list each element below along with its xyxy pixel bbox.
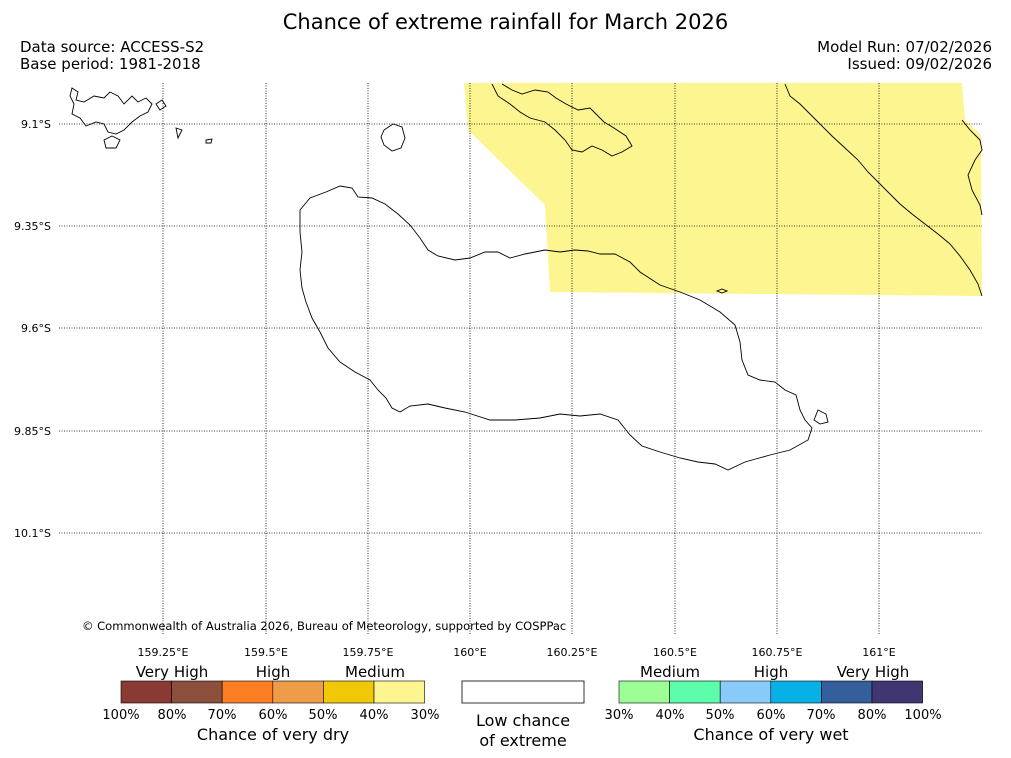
islet-coastline	[205, 138, 213, 144]
dry-category-label: Medium	[345, 663, 405, 681]
wet-category-label: Very High	[837, 663, 910, 681]
lon-tick-label: 159.75°E	[343, 646, 394, 659]
wet-swatch	[871, 680, 923, 704]
lon-tick-label: 159.25°E	[138, 646, 189, 659]
map-title: Chance of extreme rainfall for March 202…	[282, 10, 729, 34]
islet-coastline	[103, 135, 121, 149]
wet-swatch	[618, 680, 670, 704]
lon-gridlines	[162, 83, 880, 634]
low-chance-title-line1: Low chance	[476, 711, 570, 730]
wet-swatch	[669, 680, 721, 704]
lat-tick-label: 9.6°S	[21, 322, 51, 335]
dry-percent-label: 80%	[158, 708, 187, 723]
wet-percent-label: 30%	[605, 708, 634, 723]
wet-swatch	[770, 680, 822, 704]
wet-percent-label: 100%	[904, 708, 941, 723]
guadalcanal-coastline	[299, 185, 813, 471]
wet-swatch	[719, 680, 772, 704]
dry-percent-label: 60%	[259, 708, 288, 723]
lon-tick-label: 160.25°E	[547, 646, 598, 659]
low-chance-title-line2: of extreme	[479, 731, 566, 750]
dry-percent-label: 40%	[360, 708, 389, 723]
dry-legend-title: Chance of very dry	[197, 725, 349, 744]
isabel-coastline	[784, 83, 983, 297]
base-period-text: Base period: 1981-2018	[20, 55, 201, 73]
isabel-north-coastline	[961, 119, 983, 216]
northern-islands-coastline	[491, 83, 633, 157]
lon-tick-label: 160°E	[453, 646, 486, 659]
dry-swatch	[171, 680, 223, 704]
wet-swatch	[821, 680, 873, 704]
dry-swatch	[120, 680, 172, 704]
issued-text: Issued: 09/02/2026	[847, 55, 992, 73]
lon-tick-label: 160.5°E	[653, 646, 697, 659]
dry-percent-labels: 100% 80% 70% 60% 50% 40% 30%	[102, 708, 439, 723]
dry-swatch	[323, 680, 375, 704]
dry-category-label: High	[256, 663, 290, 681]
dry-colorbar	[120, 680, 425, 704]
header-left: Data source: ACCESS-S2 Base period: 1981…	[20, 39, 204, 73]
coastlines	[69, 83, 983, 471]
lat-tick-labels: 9.1°S 9.35°S 9.6°S 9.85°S 10.1°S	[14, 118, 51, 540]
wet-percent-label: 40%	[656, 708, 685, 723]
wet-percent-labels: 30% 40% 50% 60% 70% 80% 100%	[605, 708, 942, 723]
dry-percent-label: 50%	[309, 708, 338, 723]
lon-tick-label: 159.5°E	[244, 646, 288, 659]
wet-legend-title: Chance of very wet	[693, 725, 848, 744]
wet-percent-label: 50%	[706, 708, 735, 723]
lat-tick-label: 10.1°S	[14, 527, 51, 540]
dry-swatch	[373, 680, 425, 704]
lon-tick-label: 161°E	[862, 646, 895, 659]
islet-coastline	[715, 288, 729, 294]
florida-islands-coastline	[380, 123, 406, 152]
wet-category-labels: Medium High Very High	[640, 663, 909, 681]
lat-tick-label: 9.1°S	[21, 118, 51, 131]
wet-category-label: High	[754, 663, 788, 681]
islet-coastline	[813, 409, 829, 425]
lat-tick-label: 9.35°S	[14, 220, 51, 233]
lon-tick-labels: 159.25°E 159.5°E 159.75°E 160°E 160.25°E…	[138, 646, 896, 659]
islet-coastline	[175, 127, 183, 140]
low-chance-box	[461, 680, 585, 704]
dry-swatch	[221, 680, 274, 704]
data-source-text: Data source: ACCESS-S2	[20, 38, 205, 56]
copyright-text: © Commonwealth of Australia 2026, Bureau…	[82, 619, 566, 633]
dry-category-labels: Very High High Medium	[136, 663, 405, 681]
medium-dry-shading	[464, 83, 982, 296]
header-right: Model Run: 07/02/2026 Issued: 09/02/2026	[817, 39, 992, 73]
wet-percent-label: 80%	[858, 708, 887, 723]
dry-percent-label: 70%	[208, 708, 237, 723]
lon-tick-label: 160.75°E	[752, 646, 803, 659]
russell-islands-coastline	[69, 87, 153, 135]
dry-percent-label: 30%	[411, 708, 440, 723]
dry-swatch	[272, 680, 324, 704]
dry-category-label: Very High	[136, 663, 209, 681]
dry-percent-label: 100%	[102, 708, 139, 723]
wet-category-label: Medium	[640, 663, 700, 681]
islet-coastline	[155, 99, 167, 111]
model-run-text: Model Run: 07/02/2026	[817, 38, 992, 56]
lat-tick-label: 9.85°S	[14, 425, 51, 438]
wet-percent-label: 70%	[807, 708, 836, 723]
wet-percent-label: 60%	[757, 708, 786, 723]
wet-colorbar	[618, 680, 923, 704]
